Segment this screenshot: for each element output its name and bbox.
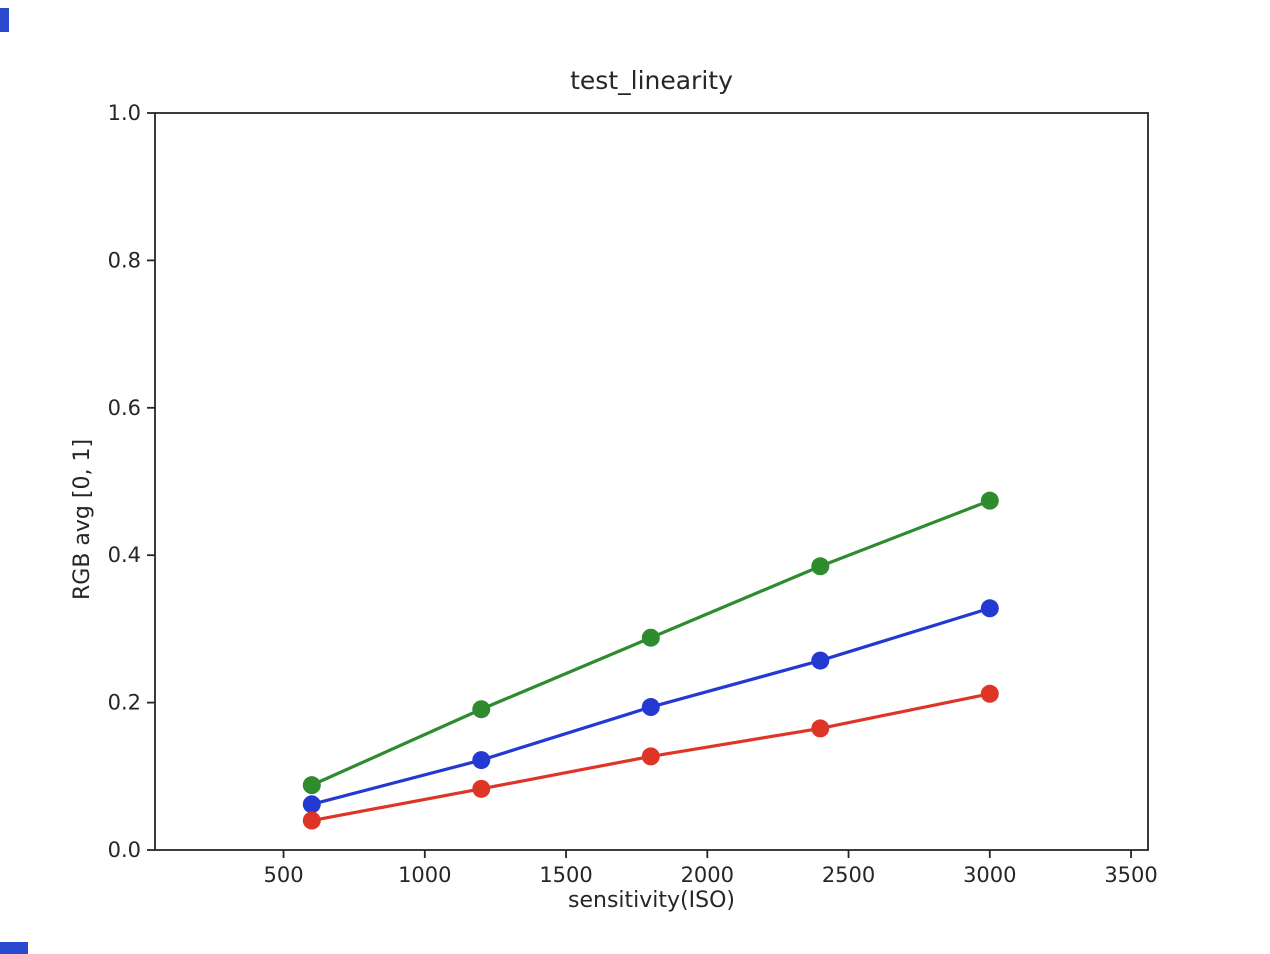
x-tick-label: 2000 xyxy=(681,863,734,887)
x-tick-label: 1000 xyxy=(398,863,451,887)
y-tick-label: 0.8 xyxy=(108,248,141,272)
series-marker-red xyxy=(472,779,491,798)
series-marker-green xyxy=(980,491,999,510)
series-marker-red xyxy=(811,719,830,738)
x-tick-label: 3000 xyxy=(963,863,1016,887)
x-tick-label: 2500 xyxy=(822,863,875,887)
y-tick-label: 1.0 xyxy=(108,101,141,125)
series-marker-red xyxy=(641,747,660,766)
series-marker-red xyxy=(980,684,999,703)
plot-area xyxy=(154,112,1149,851)
screen-artifact-bottom-left xyxy=(0,942,28,954)
y-axis-label: RGB avg [0, 1] xyxy=(70,438,95,600)
y-tick-label: 0.0 xyxy=(108,838,141,862)
series-marker-blue xyxy=(472,751,491,770)
series-marker-blue xyxy=(641,698,660,717)
y-tick-label: 0.4 xyxy=(108,543,141,567)
x-tick-label: 3500 xyxy=(1104,863,1157,887)
y-tick-label: 0.6 xyxy=(108,396,141,420)
chart-title: test_linearity xyxy=(570,66,733,95)
screen-artifact-top-left xyxy=(0,8,9,32)
x-tick-label: 500 xyxy=(263,863,303,887)
series-marker-blue xyxy=(980,599,999,618)
x-axis-label: sensitivity(ISO) xyxy=(568,888,735,913)
series-marker-green xyxy=(302,776,321,795)
series-marker-blue xyxy=(302,795,321,814)
series-marker-green xyxy=(641,628,660,647)
series-marker-blue xyxy=(811,651,830,670)
series-marker-green xyxy=(472,700,491,719)
series-marker-red xyxy=(302,811,321,830)
x-tick-label: 1500 xyxy=(539,863,592,887)
y-tick-label: 0.2 xyxy=(108,691,141,715)
series-marker-green xyxy=(811,557,830,576)
